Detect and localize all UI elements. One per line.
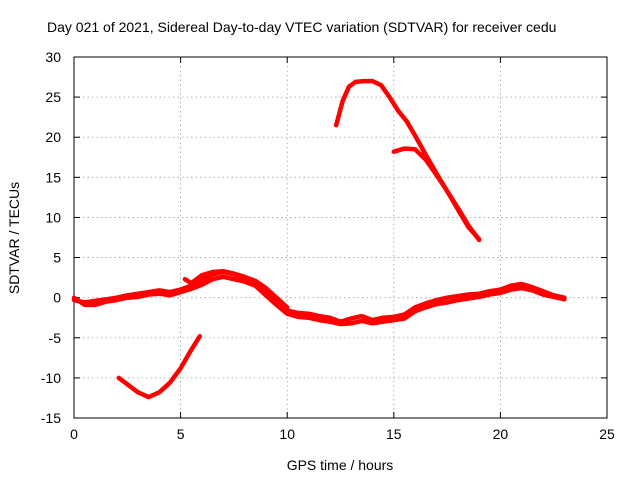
- x-tick-label: 5: [177, 426, 185, 442]
- y-tick-label: 25: [45, 89, 61, 105]
- y-tick-label: 10: [45, 209, 61, 225]
- series-lines: [71, 78, 567, 400]
- y-tick-label: 0: [53, 290, 61, 306]
- x-tick-label: 25: [599, 426, 615, 442]
- y-tick-label: 15: [45, 169, 61, 185]
- y-tick-label: -10: [41, 370, 61, 386]
- y-axis-label: SDTVAR / TECUs: [6, 182, 22, 294]
- series-line-peak-arc: [333, 78, 482, 243]
- y-tick-label: -5: [49, 330, 62, 346]
- y-tick-label: 5: [53, 250, 61, 266]
- plot-frame: [73, 56, 608, 419]
- series-line-band-1: [71, 269, 567, 324]
- x-tick-label: 0: [70, 426, 78, 442]
- y-tick-label: 20: [45, 129, 61, 145]
- series-line-band-2: [71, 274, 567, 327]
- series-line-band-3: [182, 268, 290, 310]
- x-tick-label: 15: [386, 426, 402, 442]
- chart-title: Day 021 of 2021, Sidereal Day-to-day VTE…: [47, 19, 556, 35]
- series-line-side-arc: [391, 146, 482, 242]
- grid-lines: [74, 57, 607, 418]
- x-tick-labels: 0 5 10 15 20 25: [70, 426, 615, 442]
- series-line-dip-arc: [116, 333, 203, 400]
- axis-ticks: [73, 56, 608, 419]
- x-tick-label: 20: [493, 426, 509, 442]
- y-tick-label: 30: [45, 49, 61, 65]
- y-tick-labels: -15 -10 -5 0 5 10 15 20 25 30: [41, 49, 61, 426]
- y-tick-label: -15: [41, 410, 61, 426]
- x-axis-label: GPS time / hours: [287, 457, 394, 473]
- x-tick-label: 10: [279, 426, 295, 442]
